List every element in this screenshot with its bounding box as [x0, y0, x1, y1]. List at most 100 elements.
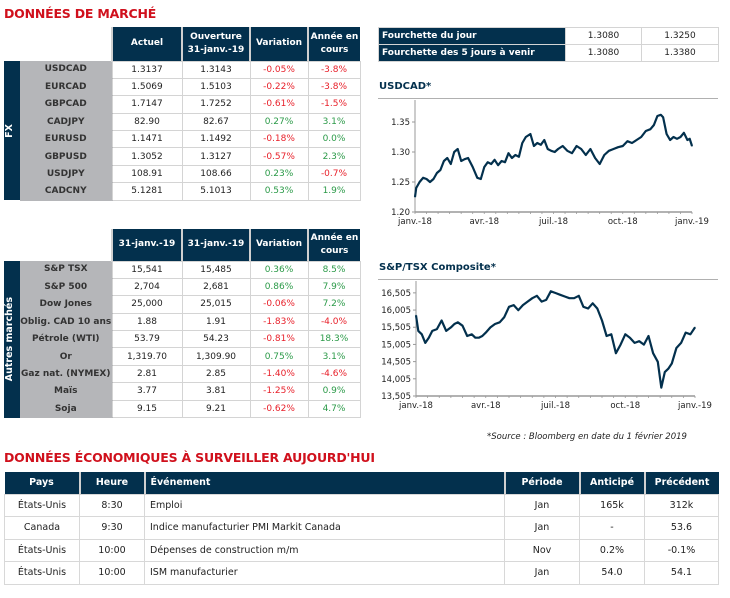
fx-header-change: Variation: [249, 27, 308, 61]
x-tick-label: oct.-18: [610, 401, 640, 411]
econ-header-forecast: Anticipé: [578, 472, 645, 494]
data-point: [592, 302, 594, 304]
open-value: 1.3143: [181, 60, 251, 79]
market-row: GBPUSD 1.3052 1.3127 -0.57% 2.3%: [4, 147, 361, 166]
ytd-change: 8.5%: [307, 260, 361, 279]
market-row: EURUSD 1.1471 1.1492 -0.18% 0.0%: [4, 130, 361, 149]
data-point: [494, 159, 496, 161]
data-point: [643, 344, 645, 346]
data-point: [507, 152, 510, 154]
data-point: [527, 301, 529, 303]
data-point: [464, 158, 466, 160]
data-point: [432, 178, 435, 180]
data-point: [652, 352, 654, 354]
econ-time: 8:30: [79, 493, 145, 517]
data-point: [421, 333, 423, 335]
daily-change: -1.25%: [249, 382, 309, 401]
instrument-name: USDJPY: [20, 165, 112, 184]
current-value: 2.81: [111, 364, 183, 384]
instrument-name: Pétrole (WTI): [20, 330, 112, 349]
data-point: [457, 148, 459, 150]
y-tick-label: 1.35: [391, 118, 410, 128]
data-point: [645, 130, 647, 132]
data-point: [478, 337, 480, 339]
range-table: Fourchette du jour 1.3080 1.3250 Fourchette…: [378, 27, 719, 62]
data-point: [521, 142, 523, 144]
ytd-change: -3.8%: [307, 60, 361, 79]
data-point: [511, 157, 513, 159]
x-tick-label: avr.-18: [469, 217, 499, 227]
daily-change: -0.05%: [249, 60, 309, 79]
daily-change: -0.61%: [249, 95, 309, 114]
tsx-chart-title: S&P/TSX Composite*: [379, 262, 496, 273]
fx-header-ytd: Année en cours: [307, 27, 360, 61]
data-point: [504, 161, 506, 163]
econ-country: États-Unis: [4, 561, 80, 585]
current-value: 5.1281: [111, 182, 183, 201]
data-point: [485, 332, 487, 334]
market-row: Pétrole (WTI) 53.79 54.23 -0.81% 18.3%: [4, 330, 361, 349]
econ-row: États-Unis 10:00 Dépenses de construction …: [4, 538, 719, 562]
econ-previous: 54.1: [644, 561, 719, 585]
data-point: [536, 295, 538, 297]
y-tick-label: 1.20: [391, 208, 410, 218]
data-point: [461, 325, 464, 327]
data-point: [686, 139, 688, 141]
open-value: 1.7252: [181, 95, 251, 114]
data-point: [490, 163, 492, 165]
data-point: [660, 114, 662, 116]
section-label: Autres marchés: [4, 297, 15, 382]
fx-side-bar: FX: [4, 61, 20, 201]
current-value: 2,704: [111, 277, 183, 297]
data-point: [657, 361, 659, 363]
data-point: [415, 187, 417, 189]
data-point: [550, 290, 552, 292]
data-point: [606, 335, 608, 337]
y-tick-label: 14,505: [381, 358, 411, 368]
data-point: [660, 387, 662, 389]
x-tick-label: janv.-18: [397, 217, 432, 227]
instrument-name: GBPCAD: [20, 95, 112, 114]
data-point: [517, 309, 519, 311]
data-point: [439, 169, 441, 171]
tsx-chart: 13,505 14,005 14,505 15,005 15,505 16,005 16,5…: [381, 281, 712, 411]
data-point: [672, 136, 675, 138]
data-point: [550, 150, 552, 152]
instrument-name: USDCAD: [20, 61, 112, 79]
econ-period: Nov: [504, 538, 580, 562]
econ-previous: -0.1%: [644, 538, 719, 562]
ytd-change: 0.9%: [307, 382, 361, 401]
data-point: [612, 148, 615, 150]
ytd-change: -4.6%: [307, 364, 361, 384]
open-value: 1.5103: [181, 77, 251, 97]
econ-previous: 53.6: [644, 516, 719, 540]
market-row: Autres marchés S&P TSX 15,541 15,485 0.36% 8.…: [4, 260, 361, 418]
current-value: 1.7147: [111, 95, 183, 114]
data-point: [634, 342, 636, 344]
data-point: [585, 154, 587, 156]
current-value: 82.90: [111, 112, 183, 132]
current-value: 1.88: [111, 312, 183, 332]
ytd-change: -3.8%: [307, 77, 361, 97]
data-point: [436, 328, 438, 330]
data-point: [513, 304, 515, 306]
x-tick-label: janv.-18: [398, 401, 433, 411]
data-point: [554, 292, 557, 294]
range-high: 1.3380: [641, 44, 719, 62]
data-point: [601, 319, 603, 322]
data-point: [529, 133, 531, 135]
data-point: [620, 344, 622, 346]
data-point: [679, 136, 682, 138]
y-tick-label: 16,005: [381, 306, 411, 316]
market-row: GBPCAD 1.7147 1.7252 -0.61% -1.5%: [4, 95, 361, 114]
data-point: [525, 136, 527, 138]
data-point: [466, 335, 468, 337]
data-point: [564, 295, 566, 298]
ytd-change: 3.1%: [307, 347, 361, 366]
market-row: FX USDCAD 1.3137 1.3143 -0.05% -3.8%: [4, 60, 361, 201]
data-point: [626, 140, 628, 142]
econ-header-time: Heure: [78, 472, 145, 494]
data-point: [445, 330, 447, 332]
data-point: [666, 133, 668, 135]
market-row: Gaz nat. (NYMEX) 2.81 2.85 -1.40% -4.6%: [4, 364, 361, 384]
